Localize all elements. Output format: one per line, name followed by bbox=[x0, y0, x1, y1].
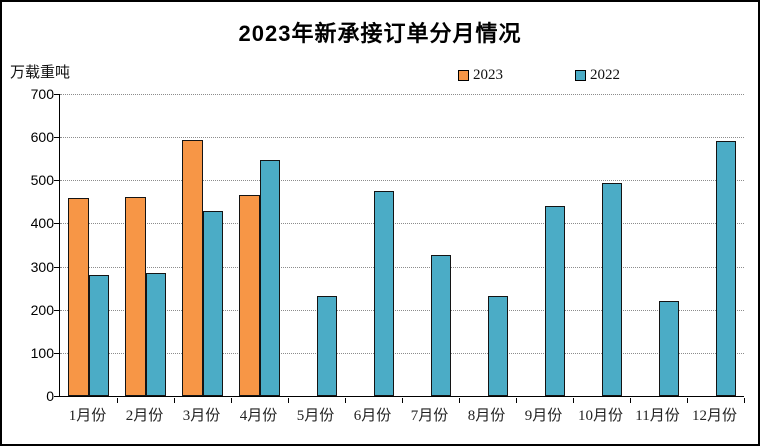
gridline-600 bbox=[60, 137, 744, 139]
bar-2022-12月份 bbox=[715, 141, 736, 396]
x-axis-tick bbox=[744, 397, 745, 403]
legend-swatch-2023-icon bbox=[458, 70, 469, 81]
gridline-300 bbox=[60, 266, 744, 268]
legend-label-2022: 2022 bbox=[590, 67, 620, 83]
x-tick-label-7月份: 7月份 bbox=[410, 408, 449, 424]
bar-2022-10月份 bbox=[601, 183, 622, 396]
x-axis-tick bbox=[459, 397, 460, 403]
gridline-200 bbox=[60, 309, 744, 311]
y-axis-tick bbox=[53, 137, 59, 139]
x-tick-label-8月份: 8月份 bbox=[467, 408, 506, 424]
y-tick-label-300: 300 bbox=[30, 258, 54, 275]
bar-2022-4月份 bbox=[259, 160, 280, 396]
x-tick-label-11月份: 11月份 bbox=[635, 408, 680, 424]
bar-2022-2月份 bbox=[145, 273, 166, 396]
x-tick-label-3月份: 3月份 bbox=[182, 408, 221, 424]
x-axis-tick bbox=[174, 397, 175, 403]
legend-item-2022: 2022 bbox=[575, 67, 620, 84]
y-tick-label-500: 500 bbox=[30, 172, 54, 189]
x-tick-label-6月份: 6月份 bbox=[353, 408, 392, 424]
bar-2022-5月份 bbox=[316, 296, 337, 396]
x-tick-label-12月份: 12月份 bbox=[691, 408, 738, 424]
gridline-500 bbox=[60, 180, 744, 182]
legend: 2023 2022 bbox=[458, 67, 620, 84]
x-axis-tick bbox=[630, 397, 631, 403]
y-axis-tick bbox=[53, 180, 59, 182]
x-tick-label-2月份: 2月份 bbox=[125, 408, 164, 424]
y-tick-label-700: 700 bbox=[30, 86, 54, 102]
bar-2023-2月份 bbox=[125, 196, 146, 396]
legend-item-2023: 2023 bbox=[458, 67, 503, 84]
x-axis-tick bbox=[516, 397, 517, 403]
bar-2023-3月份 bbox=[182, 140, 203, 396]
y-tick-label-400: 400 bbox=[30, 215, 54, 232]
y-axis-tick bbox=[53, 94, 59, 95]
plot-area bbox=[53, 94, 745, 403]
bar-2022-6月份 bbox=[373, 190, 394, 396]
x-tick-label-1月份: 1月份 bbox=[68, 408, 107, 424]
y-tick-label-200: 200 bbox=[30, 301, 54, 318]
x-tick-label-4月份: 4月份 bbox=[239, 408, 278, 424]
x-tick-label-9月份: 9月份 bbox=[524, 408, 563, 424]
gridline-100 bbox=[60, 352, 744, 354]
y-axis-tick bbox=[53, 396, 59, 397]
x-axis-tick bbox=[402, 397, 403, 403]
x-tick-label-5月份: 5月份 bbox=[296, 408, 335, 424]
bar-2022-7月份 bbox=[430, 255, 451, 396]
legend-label-2023: 2023 bbox=[473, 67, 503, 83]
x-axis-tick bbox=[573, 397, 574, 403]
y-axis-tick bbox=[53, 352, 59, 354]
legend-swatch-2022-icon bbox=[575, 70, 586, 81]
gridline-700 bbox=[60, 94, 744, 95]
x-axis-tick bbox=[687, 397, 688, 403]
bar-2022-8月份 bbox=[487, 295, 508, 396]
y-axis-unit-label: 万载重吨 bbox=[10, 65, 71, 81]
y-axis-tick bbox=[53, 223, 59, 225]
x-axis-tick bbox=[288, 397, 289, 403]
x-axis-tick bbox=[117, 397, 118, 403]
bar-2022-1月份 bbox=[88, 274, 109, 396]
y-axis-tick bbox=[53, 309, 59, 311]
bar-2022-11月份 bbox=[658, 301, 679, 396]
bar-2022-9月份 bbox=[544, 206, 565, 396]
bar-2022-3月份 bbox=[202, 211, 223, 396]
bar-2023-1月份 bbox=[68, 197, 89, 396]
x-axis-tick bbox=[231, 397, 232, 403]
x-tick-label-10月份: 10月份 bbox=[577, 408, 624, 424]
gridline-400 bbox=[60, 223, 744, 225]
y-tick-label-0: 0 bbox=[46, 388, 54, 404]
y-axis-tick bbox=[53, 266, 59, 268]
x-axis-tick bbox=[345, 397, 346, 403]
bar-2023-4月份 bbox=[239, 194, 260, 396]
chart-title: 2023年新承接订单分月情况 bbox=[238, 21, 522, 46]
y-tick-label-600: 600 bbox=[30, 129, 54, 146]
y-tick-label-100: 100 bbox=[30, 344, 54, 361]
